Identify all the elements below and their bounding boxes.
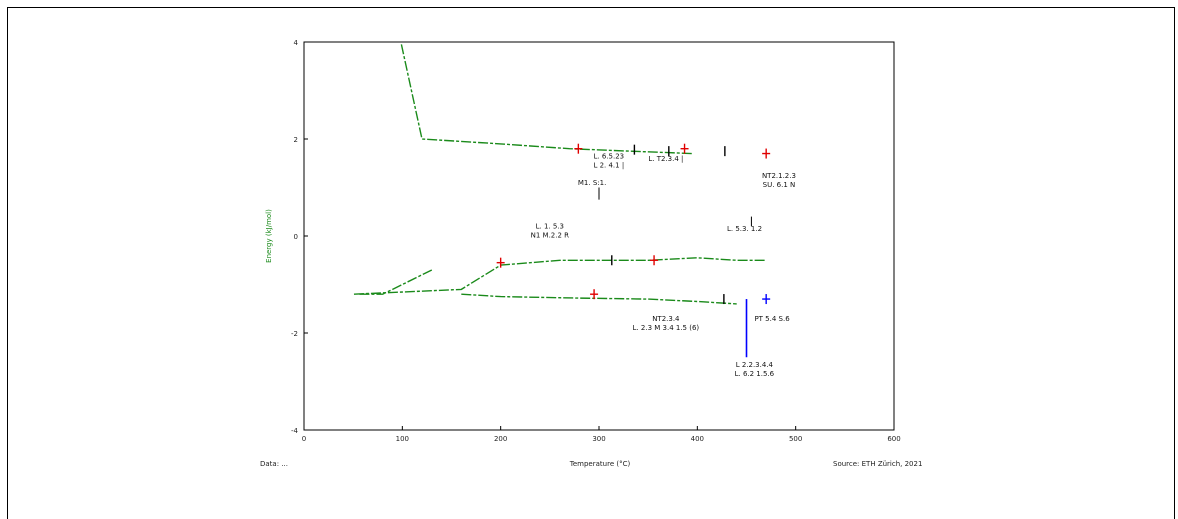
annotation-line: PT 5.4 S.6 xyxy=(754,315,790,323)
x-axis-label: Temperature (°C) xyxy=(569,460,631,468)
annotation-line: NT2.3.4 xyxy=(652,315,680,323)
y-tick-label: 2 xyxy=(294,136,298,144)
annotation-label: PT 5.4 S.6 xyxy=(754,315,790,323)
annotation-label: NT2.1.2.3 SU. 6.1 N xyxy=(762,172,796,189)
annotation-line: L. 2.3 M 3.4 1.5 (6) xyxy=(633,324,700,332)
figure-frame xyxy=(7,7,1175,519)
ticks-layer: 0 100 200 300 400 500 600 -4 -2 0 2 4 xyxy=(291,39,901,443)
series-line-2 xyxy=(353,257,767,295)
y-tick-label: 0 xyxy=(294,233,298,241)
annotation-line: L. 6.2 1.5.6 xyxy=(735,370,775,378)
annotation-label: NT2.3.4 L. 2.3 M 3.4 1.5 (6) xyxy=(633,315,700,332)
x-tick-label: 400 xyxy=(691,435,704,443)
x-tick-label: 100 xyxy=(396,435,409,443)
annotation-label: L. 1. 5.3 N1 M.2.2 R xyxy=(531,223,570,240)
y-tick-label: -2 xyxy=(291,330,298,338)
labels-layer: L. 6.5.23 L 2. 4.1 | L. T2.3.4 | NT2.1.2.3 S… xyxy=(531,152,796,378)
annotation-label: L 2.2.3.4.4 L. 6.2 1.5.6 xyxy=(735,361,775,378)
annotation-label: M1. S:1. xyxy=(578,179,606,187)
annotation-label: L. 5.3. 1.2 xyxy=(727,225,762,233)
y-tick-label: -4 xyxy=(291,427,299,435)
annotation-line: L. T2.3.4 | xyxy=(648,155,683,163)
annotation-line: L. 6.5.23 xyxy=(594,152,625,160)
x-tick-label: 500 xyxy=(789,435,802,443)
annotation-line: SU. 6.1 N xyxy=(763,181,796,189)
curves-layer xyxy=(353,44,767,305)
x-tick-label: 600 xyxy=(887,435,900,443)
markers-layer xyxy=(496,143,771,358)
annotation-label: L. T2.3.4 | xyxy=(648,155,683,163)
annotation-line: L. 1. 5.3 xyxy=(536,223,564,231)
footer-right-text: Source: ETH Zürich, 2021 xyxy=(833,460,922,468)
annotation-line: M1. S:1. xyxy=(578,179,606,187)
y-axis-label: Energy (kJ/mol) xyxy=(265,209,273,263)
series-line-1 xyxy=(400,44,693,155)
annotation-label: L. 6.5.23 L 2. 4.1 | xyxy=(593,152,624,169)
y-tick-label: 4 xyxy=(294,39,299,47)
annotation-line: L 2.2.3.4.4 xyxy=(736,361,774,369)
annotation-line: L 2. 4.1 | xyxy=(593,161,624,169)
annotation-line: NT2.1.2.3 xyxy=(762,172,796,180)
x-tick-label: 300 xyxy=(592,435,605,443)
x-tick-label: 0 xyxy=(302,435,306,443)
footer-left-text: Data: ... xyxy=(260,460,288,468)
x-tick-label: 200 xyxy=(494,435,507,443)
annotation-line: N1 M.2.2 R xyxy=(531,232,570,240)
series-line-3 xyxy=(461,293,737,305)
plot-area xyxy=(303,41,895,431)
annotation-line: L. 5.3. 1.2 xyxy=(727,225,762,233)
